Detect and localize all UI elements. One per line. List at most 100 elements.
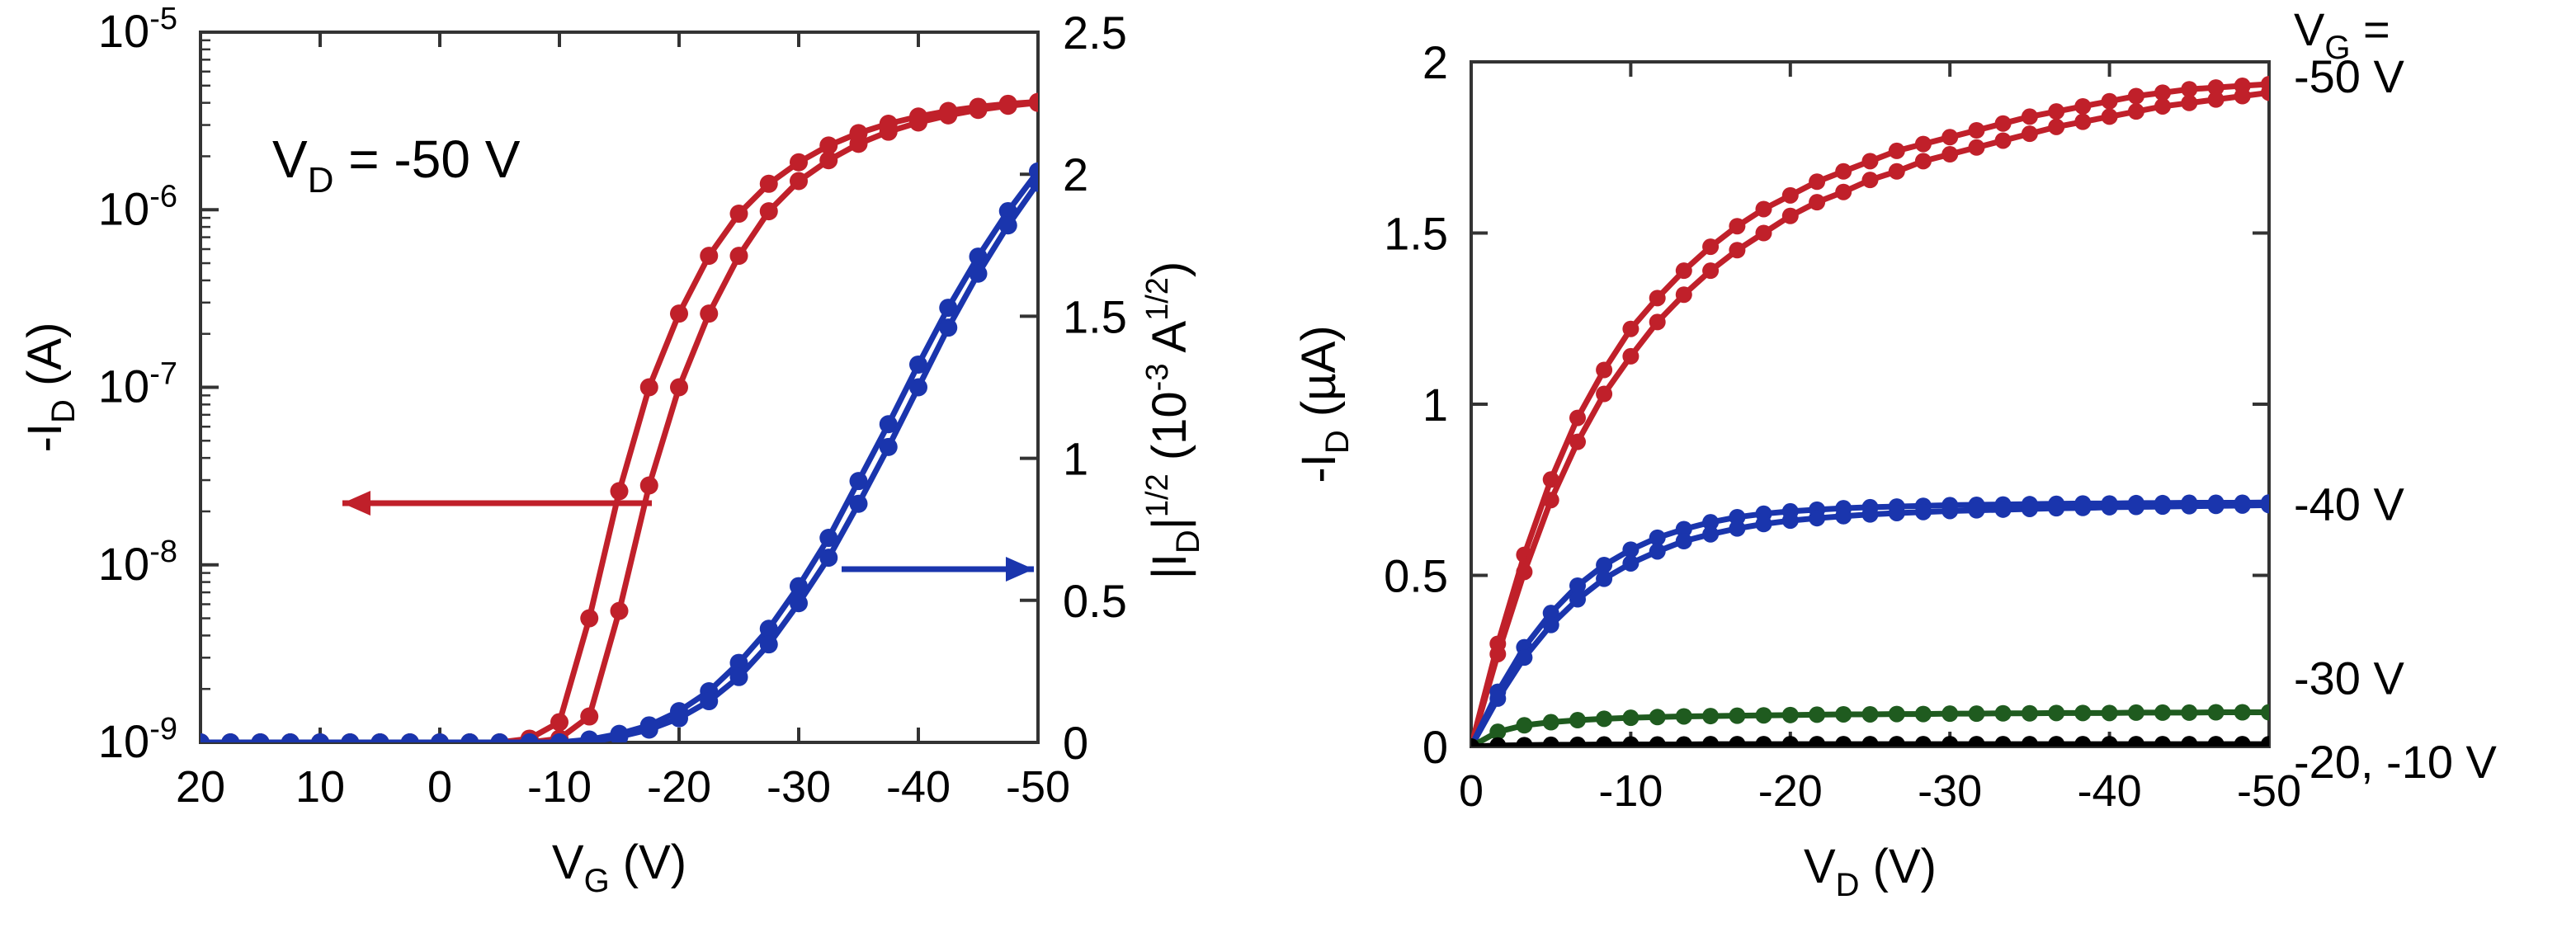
left-right-ytick-label: 2 [1063,148,1088,200]
VG-50-sweep2-marker [2021,125,2038,143]
VG-30-marker [1649,709,1666,726]
right-ytick-label: 1 [1422,379,1448,431]
left-plot-area: 20 10 0 -10 -20 -30 -40 -5010-510-610-710-810-9… [18,2,1206,899]
left-series-group [201,92,1038,742]
VG-50-sweep1-marker [1968,122,1985,139]
right-plot-area: 0 -10 -20 -30 -40 -50 0 0.5 1 1.5 2 -ID (µA) VD (V) V… [1292,3,2498,903]
sqrt-ID-reverse-marker [580,733,599,742]
VG-30-marker [1941,705,1959,723]
right-xtick-label: -40 [2078,766,2142,816]
right-xtick-label: -20 [1758,766,1823,816]
VG-50-sweep2-marker [1702,262,1720,280]
VG-30-marker [1781,706,1799,723]
VG-30-marker [1569,712,1586,729]
VG-30-marker [1516,717,1533,734]
log-ID-reverse-marker [639,476,658,495]
log-ID-reverse-marker [700,304,719,323]
VG-50-sweep2-marker [1542,492,1559,509]
VG-30-marker [2181,704,2198,721]
VG-30-marker [2021,704,2038,722]
VG-20-and-10-marker [1622,736,1639,747]
sqrt-ID-forward-marker [849,472,868,491]
left-right-ylabel: |ID|1/2 (10-3 A1/2) [1140,261,1206,580]
log-ID-reverse-marker [790,172,808,191]
VG-50-sweep1-marker [2021,108,2038,125]
VG-30-marker [2127,704,2144,721]
VG-40-sweep2-marker [1516,649,1533,667]
red-left-arrow-head [342,491,370,516]
VG-40-sweep2-marker [2101,498,2118,516]
log-ID-reverse-marker [580,707,599,726]
VG-30-marker [1809,706,1826,723]
VG-40-sweep1-marker [1649,529,1666,546]
VG-20-and-10-marker [1596,736,1613,747]
VG-50-sweep1-marker [1914,135,1932,153]
VG-40-sweep2-marker [1569,591,1586,608]
VG-40-sweep2-marker [1622,554,1639,572]
sqrt-ID-reverse-marker [400,733,419,742]
VG-50-sweep2-marker [1888,163,1905,180]
right-ytick-label: 2 [1422,36,1448,88]
left-ytick-label: 10-7 [98,357,177,412]
VG-50-sweep2-marker [2234,87,2251,105]
right-xtick-label: -30 [1918,766,1982,816]
VG-30-marker [1755,707,1772,724]
right-ylabel: -ID (µA) [1292,325,1356,483]
VG-30-marker [2074,704,2092,722]
VG-50-sweep1-marker [1861,153,1879,170]
log-ID-forward-marker [759,174,778,193]
sqrt-ID-reverse-marker [639,720,658,739]
VG-50-sweep1-marker [1622,320,1639,337]
sqrt-ID-reverse-marker [221,733,240,742]
left-xtick-label: -50 [1006,762,1070,812]
VG-20-and-10-marker [2127,736,2144,747]
sqrt-ID-forward-marker [729,653,748,672]
VG-40-sweep1-marker [1622,541,1639,558]
sqrt-ID-reverse-marker [431,733,449,742]
VG-20-and-10-marker [1675,736,1692,747]
VG-50-sweep2-marker [2207,91,2225,108]
sqrt-ID-reverse-marker [1029,173,1038,192]
right-ytick-label: 1.5 [1384,208,1448,260]
sqrt-ID-reverse-marker [729,667,748,686]
sqrt-ID-reverse-marker [550,733,569,742]
log-ID-forward-marker [729,205,748,224]
log-ID-forward-marker [639,378,658,397]
sqrt-ID-reverse-marker [998,216,1017,235]
VG-50-sweep2-marker [2181,94,2198,111]
right-legend-entry: -50 V [2294,50,2404,102]
sqrt-ID-forward-marker [790,577,808,596]
right-series-group [1471,75,2269,747]
left-right-ytick-label: 1.5 [1063,290,1127,342]
VG-40-sweep2-marker [1809,510,1826,527]
VG-50-sweep2-marker [1809,194,1826,211]
VG-40-sweep2-marker [2127,498,2144,516]
VG-20-and-10-marker [1542,736,1559,747]
sqrt-ID-forward-marker [939,299,958,318]
sqrt-ID-reverse-marker [819,549,838,568]
sqrt-ID-reverse-marker [939,318,958,337]
VG-50-sweep1-marker [2154,84,2171,101]
VG-20-and-10-marker [2261,736,2269,747]
VG-40-sweep2-marker [1729,520,1746,537]
left-ytick-label: 10-8 [98,535,177,590]
VG-50-sweep1-marker [1809,173,1826,191]
VG-50-sweep2-marker [1596,385,1613,403]
sqrt-ID-forward-marker [879,415,898,434]
log-ID-forward-marker [700,247,719,266]
sqrt-ID-reverse-marker [341,733,360,742]
right-legend-entry: -30 V [2294,652,2404,704]
VG-20-and-10-marker [2021,736,2038,747]
VG-50-sweep2-marker [1569,433,1586,450]
VG-30-marker [2207,704,2225,721]
left-right-ytick-label: 1 [1063,433,1088,485]
VG-40-sweep2-marker [1596,570,1613,587]
sqrt-ID-reverse-marker [490,733,509,742]
VG-40-sweep2-marker [1649,543,1666,560]
VG-50-sweep2-marker [2074,113,2092,130]
VG-50-sweep2-marker [1968,139,1985,156]
VG-50-sweep1-marker [1994,115,2012,132]
VG-30-marker [1968,705,1985,723]
log-ID-reverse-marker [610,601,629,620]
log-ID-reverse-marker [998,97,1017,115]
